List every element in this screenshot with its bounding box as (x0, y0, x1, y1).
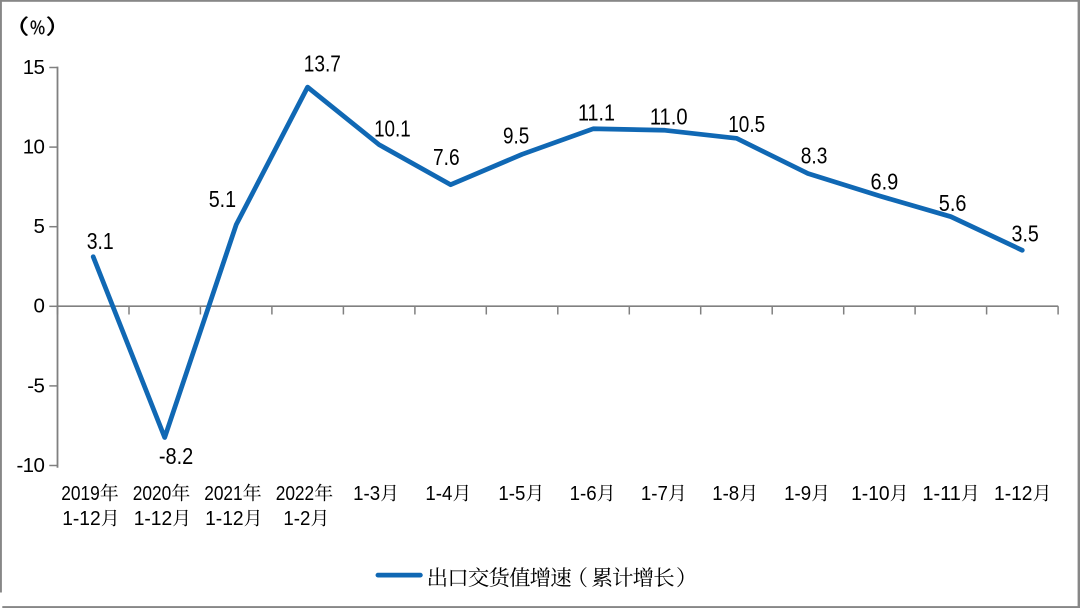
svg-text:8.3: 8.3 (801, 142, 828, 168)
svg-text:-5: -5 (27, 374, 44, 397)
svg-text:0: 0 (33, 295, 44, 318)
svg-text:1-2: 1-2 (283, 507, 310, 530)
svg-text:2019: 2019 (61, 482, 100, 505)
svg-text:9.5: 9.5 (503, 122, 529, 148)
svg-text:1-12: 1-12 (62, 507, 100, 530)
svg-text:3.1: 3.1 (87, 228, 114, 254)
svg-text:1-7: 1-7 (641, 482, 668, 505)
svg-text:6.9: 6.9 (871, 169, 899, 195)
svg-text:1-11: 1-11 (922, 482, 961, 505)
svg-text:1-12: 1-12 (205, 507, 244, 530)
svg-text:11.0: 11.0 (650, 103, 688, 129)
svg-text:1-5: 1-5 (498, 482, 525, 505)
svg-text:10.1: 10.1 (374, 116, 411, 142)
svg-text:13.7: 13.7 (304, 50, 341, 76)
svg-text:1-4: 1-4 (425, 482, 452, 505)
svg-text:2021: 2021 (204, 482, 243, 505)
svg-text:5: 5 (33, 215, 44, 238)
svg-text:7.6: 7.6 (433, 144, 460, 170)
svg-text:1-9: 1-9 (784, 482, 811, 505)
svg-text:15: 15 (23, 56, 45, 79)
svg-text:1-12: 1-12 (134, 507, 173, 530)
svg-text:-8.2: -8.2 (159, 443, 193, 469)
svg-text:5.1: 5.1 (209, 186, 236, 212)
svg-text:1-10: 1-10 (851, 482, 890, 505)
svg-text:3.5: 3.5 (1012, 220, 1039, 246)
svg-text:1-8: 1-8 (712, 482, 739, 505)
svg-text:2022: 2022 (276, 482, 315, 505)
svg-text:11.1: 11.1 (578, 100, 615, 126)
svg-text:1-6: 1-6 (570, 482, 597, 505)
svg-text:1-3: 1-3 (353, 482, 380, 505)
svg-text:1-12: 1-12 (994, 482, 1033, 505)
svg-text:2020: 2020 (133, 482, 172, 505)
svg-text:10.5: 10.5 (728, 111, 765, 137)
svg-text:10: 10 (23, 136, 45, 159)
svg-text:-10: -10 (16, 454, 44, 477)
svg-text:5.6: 5.6 (939, 190, 967, 216)
